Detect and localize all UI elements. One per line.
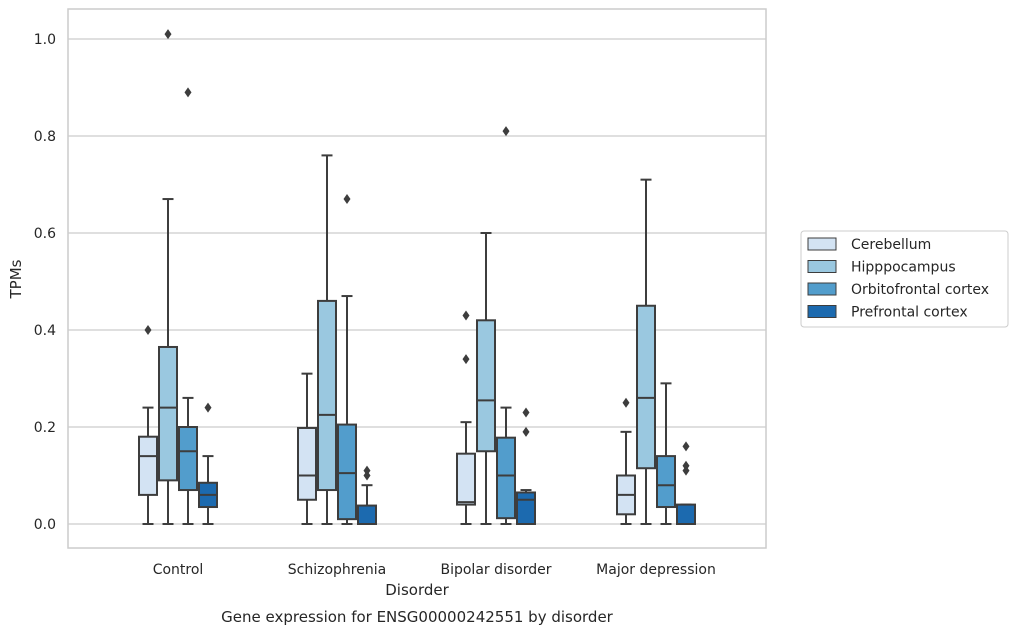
iqr-box bbox=[357, 504, 377, 526]
outlier-point bbox=[502, 126, 510, 137]
x-tick-label: Bipolar disorder bbox=[440, 562, 551, 578]
outlier-point bbox=[164, 29, 172, 40]
iqr-box bbox=[337, 423, 357, 521]
outlier-point bbox=[522, 407, 530, 418]
box-hipppocampus-major-depression bbox=[636, 178, 656, 525]
legend-label: Hipppocampus bbox=[851, 260, 956, 276]
iqr-box bbox=[476, 319, 496, 453]
box-prefrontal-cortex-major-depression bbox=[676, 441, 696, 526]
outlier-point bbox=[682, 441, 690, 452]
iqr-box bbox=[456, 452, 476, 506]
y-tick-label: 0.6 bbox=[34, 226, 56, 242]
box-orbitofrontal-cortex-control bbox=[178, 87, 198, 525]
iqr-box bbox=[656, 455, 676, 509]
iqr-box bbox=[516, 491, 536, 526]
iqr-box bbox=[138, 435, 158, 496]
x-tick-label: Schizophrenia bbox=[288, 562, 386, 578]
x-tick-label: Control bbox=[153, 562, 204, 578]
iqr-box bbox=[297, 426, 317, 501]
outlier-point bbox=[622, 397, 630, 408]
outlier-point bbox=[522, 426, 530, 437]
iqr-box bbox=[178, 426, 198, 492]
box-hipppocampus-bipolar-disorder bbox=[476, 232, 496, 525]
box-plot-marks bbox=[138, 29, 696, 526]
y-tick-label: 1.0 bbox=[34, 32, 56, 48]
y-tick-label: 0.4 bbox=[34, 323, 56, 339]
legend-label: Cerebellum bbox=[851, 237, 931, 253]
plot-frame bbox=[67, 8, 767, 549]
legend-swatch bbox=[807, 260, 837, 273]
box-orbitofrontal-cortex-bipolar-disorder bbox=[496, 126, 516, 525]
box-orbitofrontal-cortex-major-depression bbox=[656, 382, 676, 525]
outlier-point bbox=[462, 354, 470, 365]
x-tick-label: Major depression bbox=[596, 562, 716, 578]
y-tick-labels: 0.0 0.2 0.4 0.6 0.8 1.0 bbox=[34, 32, 56, 533]
legend-swatch bbox=[807, 282, 837, 296]
legend-label: Prefrontal cortex bbox=[851, 305, 968, 321]
y-axis-label: TPMs bbox=[7, 259, 25, 299]
box-cerebellum-control bbox=[138, 325, 158, 525]
iqr-box bbox=[636, 304, 656, 470]
outlier-point bbox=[204, 402, 212, 413]
outlier-point bbox=[184, 87, 192, 98]
y-tick-label: 0.0 bbox=[34, 517, 56, 533]
chart-caption: Gene expression for ENSG00000242551 by d… bbox=[221, 608, 614, 626]
outlier-point bbox=[462, 310, 470, 321]
legend: Cerebellum Hipppocampus Orbitofrontal cort… bbox=[800, 230, 1009, 328]
iqr-box bbox=[158, 345, 178, 482]
x-tick-labels: Control Schizophrenia Bipolar disorder Majo… bbox=[153, 562, 716, 578]
x-axis-label: Disorder bbox=[385, 581, 449, 599]
box-hipppocampus-control bbox=[158, 29, 178, 525]
iqr-box bbox=[676, 503, 696, 526]
box-cerebellum-bipolar-disorder bbox=[456, 310, 476, 525]
box-cerebellum-schizophrenia bbox=[297, 372, 317, 525]
box-hipppocampus-schizophrenia bbox=[317, 154, 337, 525]
box-cerebellum-major-depression bbox=[616, 397, 636, 525]
outlier-point bbox=[363, 465, 371, 476]
y-tick-label: 0.8 bbox=[34, 129, 56, 145]
iqr-box bbox=[317, 299, 337, 492]
legend-swatch bbox=[807, 237, 837, 251]
box-orbitofrontal-cortex-schizophrenia bbox=[337, 194, 357, 525]
legend-swatch bbox=[807, 305, 837, 318]
outlier-point bbox=[343, 194, 351, 205]
box-prefrontal-cortex-control bbox=[198, 402, 218, 525]
y-tick-label: 0.2 bbox=[34, 420, 56, 436]
iqr-box bbox=[496, 436, 516, 520]
box-prefrontal-cortex-schizophrenia bbox=[357, 465, 377, 526]
outlier-point bbox=[144, 325, 152, 335]
legend-frame bbox=[800, 230, 1009, 328]
box-prefrontal-cortex-bipolar-disorder bbox=[516, 407, 536, 526]
outlier-point bbox=[682, 460, 690, 471]
legend-label: Orbitofrontal cortex bbox=[851, 282, 989, 298]
